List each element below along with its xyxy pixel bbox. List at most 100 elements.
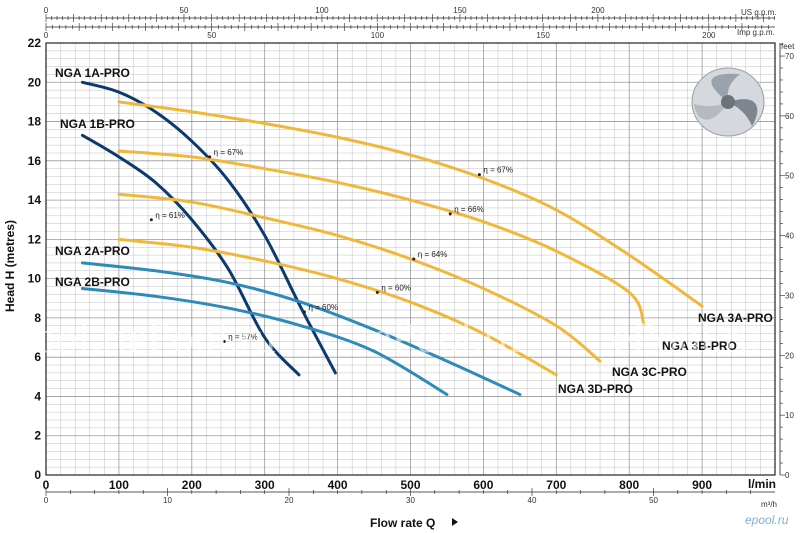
- imp-gpm-tick-label: 150: [536, 31, 550, 40]
- m3h-axis-label: m³/h: [761, 500, 777, 509]
- x-tick-label: 500: [400, 478, 420, 492]
- us-gpm-tick-label: 50: [180, 6, 189, 15]
- series-label: NGA 3C-PRO: [612, 365, 687, 379]
- curve-nga-3d-pro: [117, 237, 558, 377]
- imp-gpm-axis-label: Imp g.p.m.: [737, 28, 775, 37]
- y-tick-label: 0: [34, 468, 41, 482]
- series-labels: NGA 1A-PRO NGA 1B-PRO NGA 2A-PRO NGA 2B-PRO…: [55, 66, 773, 396]
- y-tick-label: 18: [28, 115, 42, 129]
- x-tick-label: 800: [619, 478, 639, 492]
- site-logo: epool.ru: [745, 513, 789, 527]
- efficiency-label: η = 60%: [381, 283, 411, 292]
- axis-titles: Flow rate Q Head H (metres) l/min m³/h U…: [3, 8, 795, 530]
- efficiency-point: [375, 290, 379, 294]
- us-gpm-tick-label: 150: [453, 6, 467, 15]
- series-label: NGA 2A-PRO: [55, 244, 130, 258]
- imp-gpm-tick-label: 200: [702, 31, 716, 40]
- x-unit-label: l/min: [748, 477, 776, 491]
- efficiency-point: [302, 310, 306, 314]
- x-tick-label: 900: [692, 478, 712, 492]
- feet-tick-label: 70: [785, 52, 794, 61]
- watermark: ePool.ru: [372, 313, 520, 362]
- plot-frame: [45, 42, 776, 476]
- x-axis-title: Flow rate Q: [370, 516, 435, 530]
- y-tick-label: 22: [28, 36, 42, 50]
- efficiency-label: η = 66%: [454, 205, 484, 214]
- efficiency-point: [222, 340, 226, 344]
- m3h-tick-label: 20: [285, 496, 294, 505]
- m3h-tick-label: 50: [649, 496, 658, 505]
- y-tick-label: 2: [34, 429, 41, 443]
- curve-nga-1b-pro: [80, 133, 301, 377]
- x-tick-label: 700: [546, 478, 566, 492]
- y-tick-label: 10: [28, 272, 42, 286]
- us-gpm-tick-label: 100: [315, 6, 329, 15]
- curve-nga-1a-pro: [80, 80, 337, 375]
- efficiency-label: η = 60%: [308, 303, 338, 312]
- efficiency-point: [149, 218, 153, 222]
- series-label: NGA 1A-PRO: [55, 66, 130, 80]
- feet-axis-label: feet: [781, 42, 795, 51]
- imp-gpm-tick-label: 0: [44, 31, 49, 40]
- imp-gpm-tick-label: 100: [371, 31, 385, 40]
- efficiency-point: [208, 155, 212, 159]
- x-axis-arrow-icon: [452, 518, 458, 526]
- us-gpm-tick-label: 200: [591, 6, 605, 15]
- y-tick-label: 8: [34, 311, 41, 325]
- y-tick-label: 12: [28, 232, 42, 246]
- efficiency-point: [448, 212, 452, 216]
- watermark: ePool.ru: [612, 313, 760, 362]
- axes: 0 100 200 300 400 500 600 700 800 900024681012141…: [28, 6, 795, 505]
- curve-nga-3b-pro: [117, 149, 646, 326]
- us-gpm-axis-label: US g.p.m.: [741, 8, 777, 17]
- feet-tick-label: 30: [785, 291, 794, 300]
- efficiency-label: η = 67%: [483, 166, 513, 175]
- y-tick-label: 16: [28, 154, 42, 168]
- feet-tick-label: 10: [785, 411, 794, 420]
- x-tick-label: 200: [182, 478, 202, 492]
- watermark: ePool.ru: [0, 313, 138, 362]
- efficiency-label: η = 67%: [214, 148, 244, 157]
- m3h-tick-label: 30: [406, 496, 415, 505]
- series-curves: [80, 80, 704, 396]
- efficiency-label: η = 64%: [418, 250, 448, 259]
- feet-tick-label: 40: [785, 232, 794, 241]
- y-tick-label: 20: [28, 75, 42, 89]
- x-tick-label: 600: [473, 478, 493, 492]
- us-gpm-tick-label: 0: [44, 6, 49, 15]
- m3h-tick-label: 40: [528, 496, 537, 505]
- y-tick-label: 4: [34, 389, 41, 403]
- y-tick-label: 14: [28, 193, 42, 207]
- efficiency-label: η = 57%: [228, 333, 258, 342]
- efficiency-point: [477, 173, 481, 177]
- feet-tick-label: 0: [785, 471, 790, 480]
- curve-nga-3c-pro: [117, 192, 602, 363]
- y-tick-label: 6: [34, 350, 41, 364]
- x-tick-label: 100: [109, 478, 129, 492]
- imp-gpm-tick-label: 50: [207, 31, 216, 40]
- feet-tick-label: 20: [785, 351, 794, 360]
- impeller-icon: [691, 67, 765, 137]
- series-label: NGA 3A-PRO: [698, 311, 773, 325]
- curve-nga-2a-pro: [80, 261, 522, 396]
- feet-tick-label: 50: [785, 172, 794, 181]
- curve-nga-2b-pro: [80, 286, 449, 396]
- y-axis-title: Head H (metres): [3, 220, 17, 312]
- x-tick-label: 400: [328, 478, 348, 492]
- efficiency-point: [412, 257, 416, 261]
- efficiency-labels: η = 67% η = 61% η = 60% η = 57% η = 67% η = 6…: [149, 148, 513, 344]
- m3h-tick-label: 0: [44, 496, 49, 505]
- x-tick-label: 300: [255, 478, 275, 492]
- series-label: NGA 2B-PRO: [55, 275, 130, 289]
- efficiency-label: η = 61%: [155, 211, 185, 220]
- watermark: ePool.ru: [128, 313, 276, 362]
- series-label: NGA 3D-PRO: [558, 382, 633, 396]
- m3h-tick-label: 10: [163, 496, 172, 505]
- series-label: NGA 3B-PRO: [662, 339, 737, 353]
- x-tick-label: 0: [43, 478, 50, 492]
- series-label: NGA 1B-PRO: [60, 117, 135, 131]
- feet-tick-label: 60: [785, 112, 794, 121]
- curve-nga-3a-pro: [117, 100, 704, 308]
